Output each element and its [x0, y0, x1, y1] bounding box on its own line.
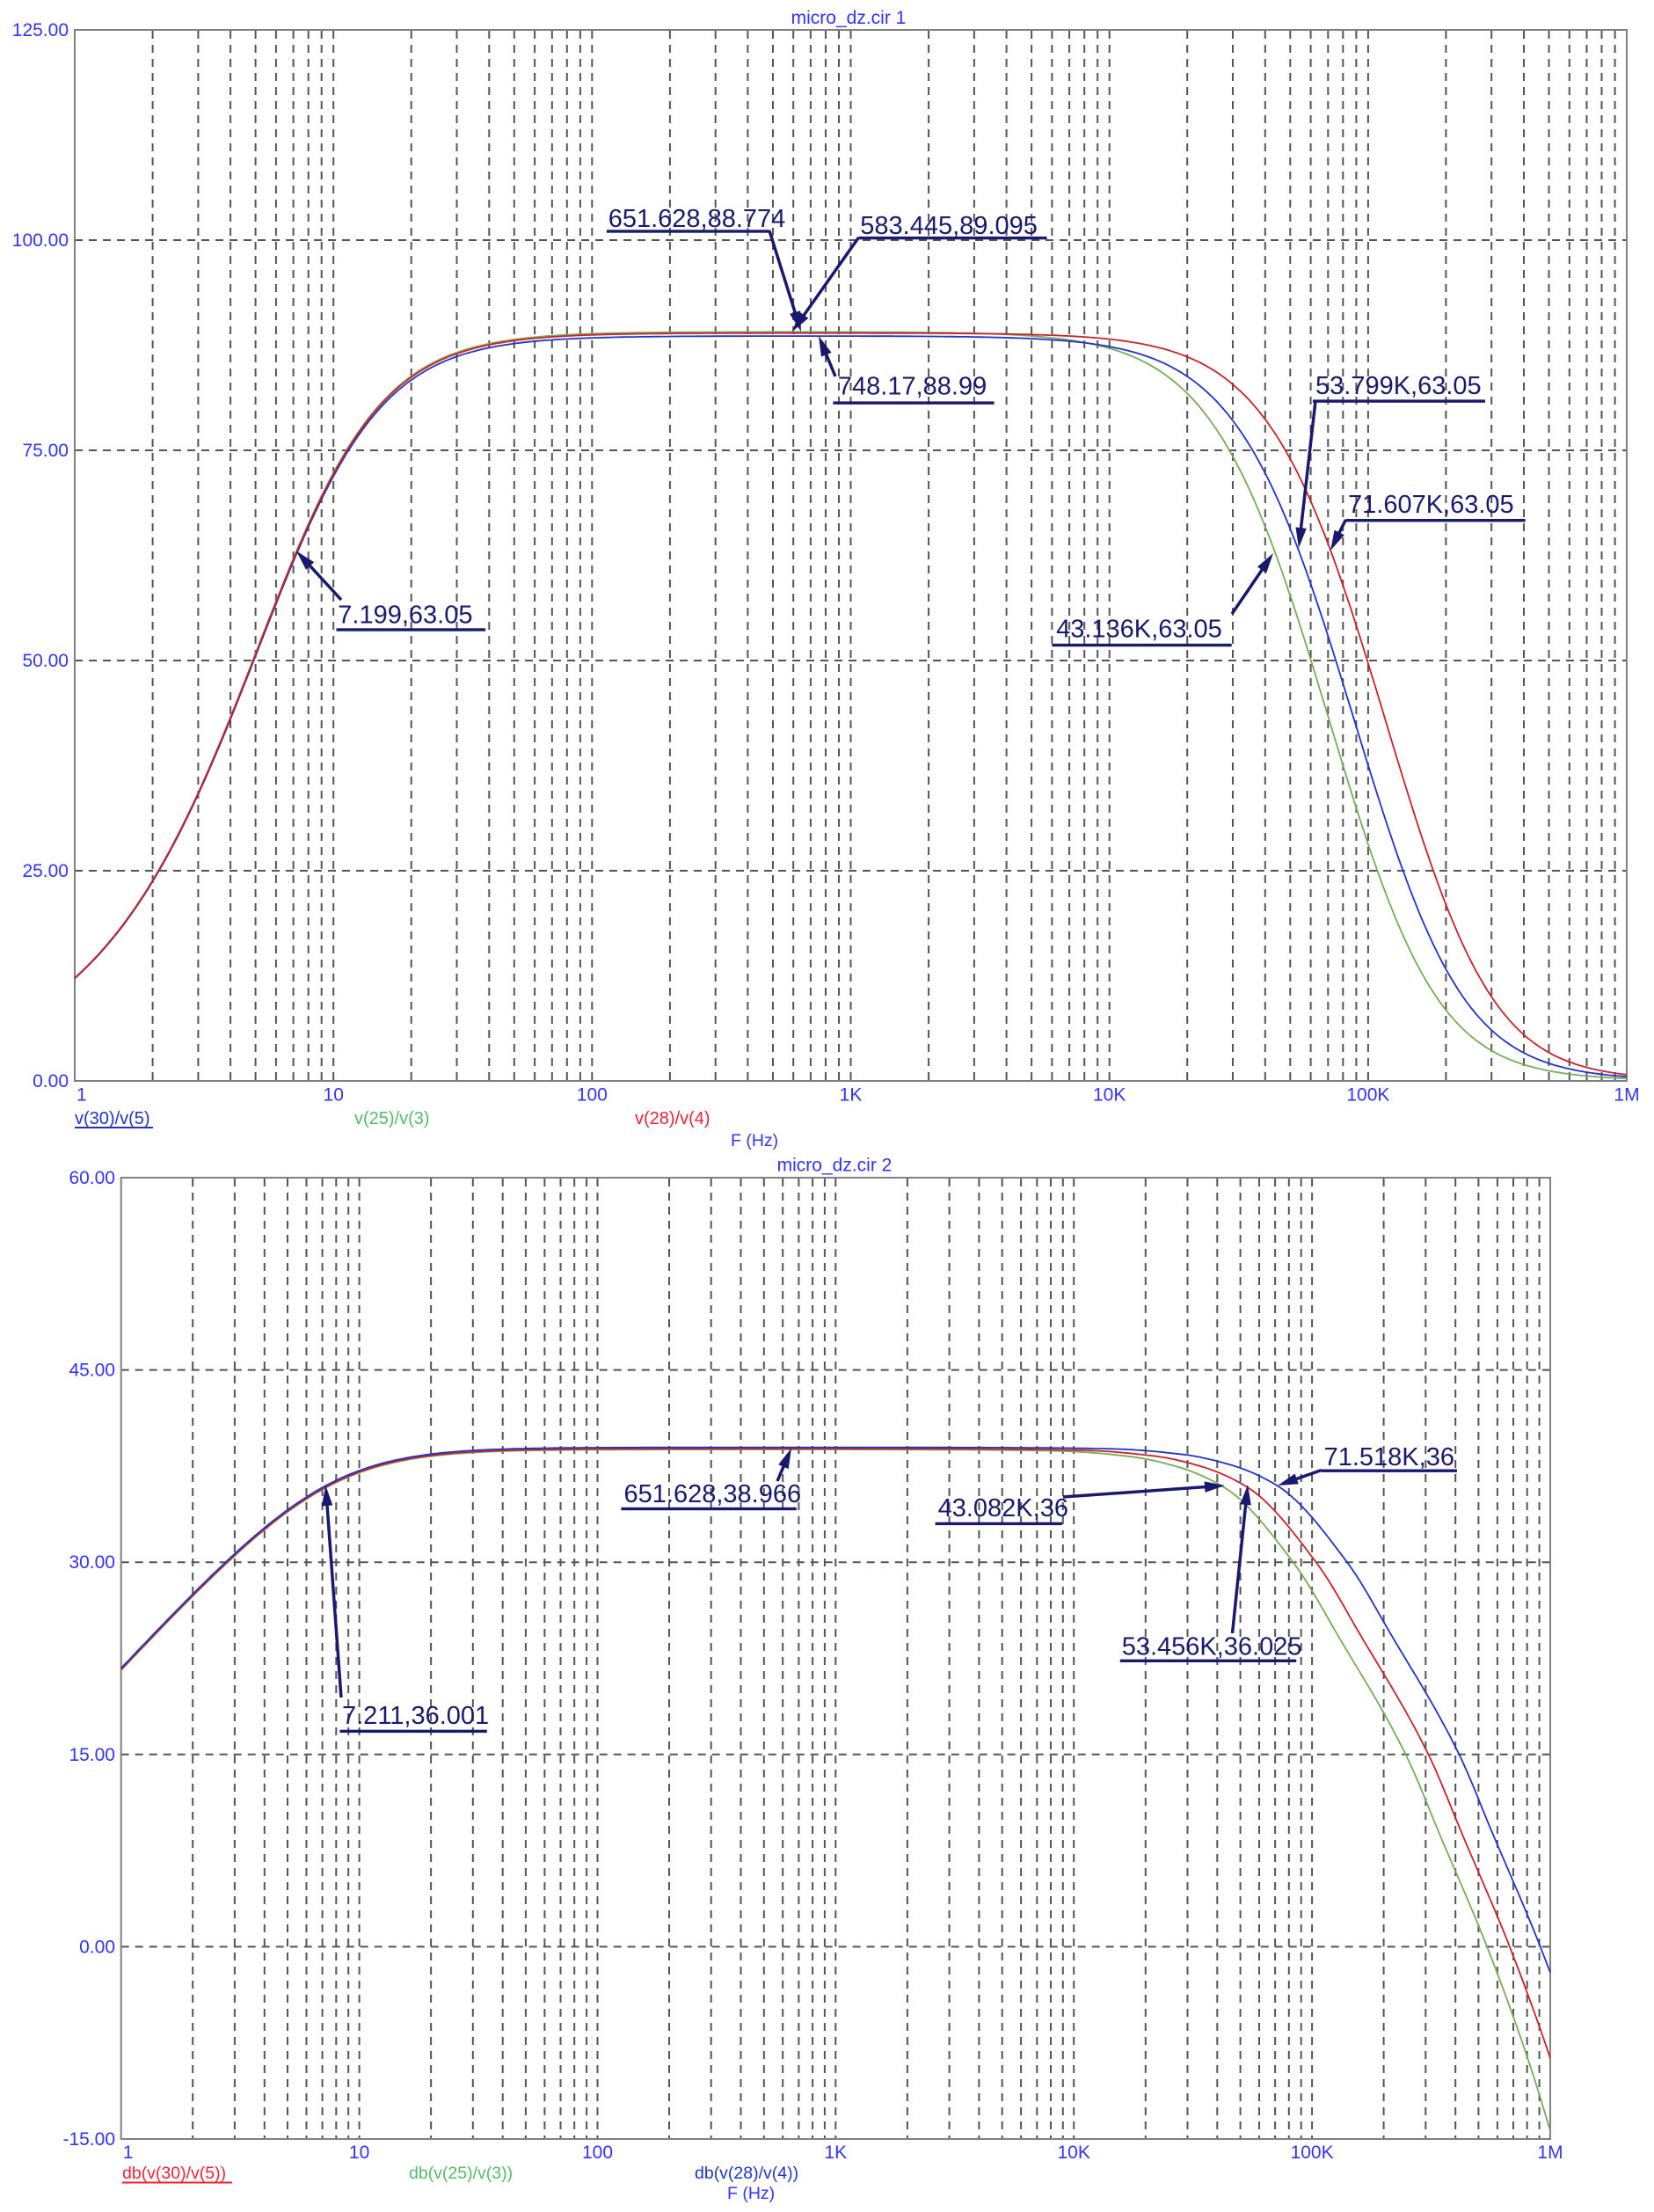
svg-text:0.00: 0.00 [33, 1071, 69, 1091]
svg-text:db(v(28)/v(4)): db(v(28)/v(4)) [695, 2164, 798, 2183]
svg-text:1K: 1K [824, 2143, 847, 2163]
svg-text:583.445,89.095: 583.445,89.095 [860, 212, 1038, 240]
svg-text:db(v(25)/v(3)): db(v(25)/v(3)) [409, 2164, 513, 2183]
svg-text:651.628,88.774: 651.628,88.774 [608, 205, 786, 233]
svg-text:60.00: 60.00 [69, 1168, 115, 1188]
svg-text:125.00: 125.00 [12, 20, 69, 40]
svg-text:651.628,38.966: 651.628,38.966 [624, 1480, 802, 1508]
svg-text:71.518K,36: 71.518K,36 [1324, 1443, 1454, 1471]
svg-text:v(25)/v(3): v(25)/v(3) [354, 1109, 430, 1128]
svg-text:100.00: 100.00 [12, 230, 69, 251]
svg-text:100: 100 [577, 1085, 608, 1106]
svg-text:7.199,63.05: 7.199,63.05 [338, 602, 472, 630]
svg-text:15.00: 15.00 [69, 1745, 115, 1765]
svg-text:43.136K,63.05: 43.136K,63.05 [1056, 616, 1222, 644]
svg-text:v(28)/v(4): v(28)/v(4) [635, 1109, 710, 1128]
svg-text:53.456K,36.025: 53.456K,36.025 [1122, 1633, 1302, 1661]
svg-text:100K: 100K [1291, 2143, 1334, 2163]
svg-text:100K: 100K [1346, 1085, 1389, 1106]
svg-text:71.607K,63.05: 71.607K,63.05 [1348, 491, 1514, 519]
svg-text:1M: 1M [1614, 1085, 1639, 1106]
svg-text:micro_dz.cir 1: micro_dz.cir 1 [791, 8, 907, 28]
svg-text:53.799K,63.05: 53.799K,63.05 [1315, 372, 1482, 400]
svg-text:F (Hz): F (Hz) [731, 1131, 778, 1150]
svg-text:10K: 10K [1093, 1085, 1126, 1106]
svg-text:F (Hz): F (Hz) [727, 2184, 775, 2203]
svg-text:100: 100 [582, 2143, 613, 2163]
svg-text:10: 10 [324, 1085, 344, 1106]
svg-text:7.211,36.001: 7.211,36.001 [342, 1702, 489, 1730]
svg-text:50.00: 50.00 [22, 651, 69, 671]
svg-text:1M: 1M [1537, 2143, 1563, 2163]
svg-text:45.00: 45.00 [69, 1361, 115, 1381]
svg-text:1: 1 [77, 1085, 87, 1106]
svg-text:30.00: 30.00 [69, 1552, 115, 1573]
svg-text:43.082K,36: 43.082K,36 [938, 1494, 1068, 1522]
svg-text:db(v(30)/v(5)): db(v(30)/v(5)) [122, 2164, 226, 2183]
svg-text:1: 1 [123, 2143, 134, 2163]
svg-text:1K: 1K [840, 1085, 863, 1106]
svg-text:micro_dz.cir 2: micro_dz.cir 2 [777, 1156, 893, 1176]
svg-text:v(30)/v(5): v(30)/v(5) [75, 1109, 150, 1128]
svg-text:75.00: 75.00 [22, 441, 69, 461]
svg-text:10: 10 [349, 2143, 369, 2163]
svg-text:0.00: 0.00 [79, 1937, 115, 1957]
svg-text:10K: 10K [1058, 2143, 1090, 2163]
svg-text:25.00: 25.00 [22, 861, 69, 881]
svg-text:-15.00: -15.00 [62, 2129, 115, 2150]
svg-text:748.17,88.99: 748.17,88.99 [838, 372, 987, 400]
